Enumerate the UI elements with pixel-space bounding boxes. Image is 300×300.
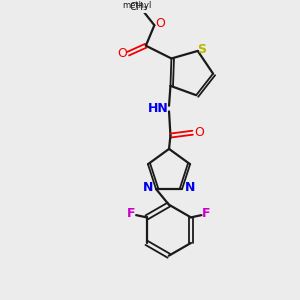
Text: methyl: methyl bbox=[123, 2, 152, 10]
Text: N: N bbox=[143, 181, 153, 194]
Text: O: O bbox=[156, 17, 166, 30]
Text: HN: HN bbox=[148, 102, 169, 115]
Text: O: O bbox=[194, 126, 204, 139]
Text: O: O bbox=[117, 47, 127, 60]
Text: CH₃: CH₃ bbox=[130, 2, 148, 12]
Text: S: S bbox=[197, 43, 206, 56]
Text: N: N bbox=[185, 181, 195, 194]
Text: F: F bbox=[202, 208, 211, 220]
Text: F: F bbox=[127, 208, 135, 220]
